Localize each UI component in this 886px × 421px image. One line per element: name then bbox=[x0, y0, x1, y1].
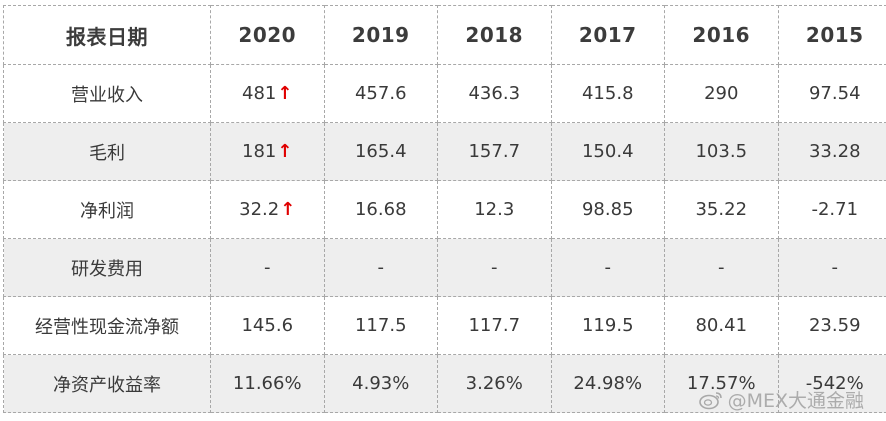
up-arrow-icon: ↑ bbox=[277, 141, 293, 162]
table-cell: 436.3 bbox=[437, 64, 552, 123]
table-cell: - bbox=[437, 238, 552, 297]
table-cell: 415.8 bbox=[550, 64, 665, 123]
table-row: 研发费用 - - - - - - bbox=[3, 238, 886, 297]
financial-table: 报表日期 2020 2019 2018 2017 2016 2015 营业收入 … bbox=[3, 5, 886, 413]
table-cell: -2.71 bbox=[777, 180, 886, 239]
table-cell: 32.2↑ bbox=[210, 180, 325, 239]
row-label: 营业收入 bbox=[3, 64, 211, 123]
table-cell: 17.57% bbox=[664, 354, 779, 413]
table-cell: 157.7 bbox=[437, 122, 552, 181]
row-label: 净利润 bbox=[3, 180, 211, 239]
table-cell: 24.98% bbox=[550, 354, 665, 413]
header-year: 2018 bbox=[437, 5, 552, 65]
table-cell: 4.93% bbox=[323, 354, 438, 413]
table-cell: 12.3 bbox=[437, 180, 552, 239]
table-cell: - bbox=[550, 238, 665, 297]
weibo-icon bbox=[698, 390, 724, 410]
table-cell: 150.4 bbox=[550, 122, 665, 181]
header-year: 2016 bbox=[664, 5, 779, 65]
row-label: 毛利 bbox=[3, 122, 211, 181]
table-cell: 103.5 bbox=[664, 122, 779, 181]
table-row: 毛利 181↑ 165.4 157.7 150.4 103.5 33.28 bbox=[3, 122, 886, 181]
table-cell: 119.5 bbox=[550, 296, 665, 355]
table-cell: - bbox=[210, 238, 325, 297]
watermark-text: @MEX大通金融 bbox=[727, 390, 864, 412]
cell-value: 181 bbox=[242, 141, 277, 162]
table-cell: 457.6 bbox=[323, 64, 438, 123]
row-label: 研发费用 bbox=[3, 238, 211, 297]
table-cell: 165.4 bbox=[323, 122, 438, 181]
header-year: 2019 bbox=[323, 5, 438, 65]
table-cell: 33.28 bbox=[777, 122, 886, 181]
table-cell: 290 bbox=[664, 64, 779, 123]
header-year: 2020 bbox=[210, 5, 325, 65]
table-cell: 11.66% bbox=[210, 354, 325, 413]
row-label: 净资产收益率 bbox=[3, 354, 211, 413]
table-cell: 80.41 bbox=[664, 296, 779, 355]
table-row: 经营性现金流净额 145.6 117.5 117.7 119.5 80.41 2… bbox=[3, 296, 886, 355]
table-cell: - bbox=[664, 238, 779, 297]
table-cell: 481↑ bbox=[210, 64, 325, 123]
row-label: 经营性现金流净额 bbox=[3, 296, 211, 355]
up-arrow-icon: ↑ bbox=[277, 83, 293, 104]
table-cell: - bbox=[323, 238, 438, 297]
watermark: @MEX大通金融 bbox=[698, 386, 864, 413]
table-cell: 145.6 bbox=[210, 296, 325, 355]
up-arrow-icon: ↑ bbox=[280, 199, 296, 220]
table-cell: 23.59 bbox=[777, 296, 886, 355]
table-cell: 117.5 bbox=[323, 296, 438, 355]
header-year: 2017 bbox=[550, 5, 665, 65]
table-cell: 117.7 bbox=[437, 296, 552, 355]
cell-value: 32.2 bbox=[239, 199, 280, 220]
table-cell: 35.22 bbox=[664, 180, 779, 239]
table-cell: -542% bbox=[777, 354, 886, 413]
header-report-date: 报表日期 bbox=[3, 5, 211, 65]
cell-value: 481 bbox=[242, 83, 277, 104]
table-cell: 97.54 bbox=[777, 64, 886, 123]
table-cell: - bbox=[777, 238, 886, 297]
table-cell: 3.26% bbox=[437, 354, 552, 413]
table-row: 净资产收益率 11.66% 4.93% 3.26% 24.98% 17.57% … bbox=[3, 354, 886, 413]
table-cell: 98.85 bbox=[550, 180, 665, 239]
header-year: 2015 bbox=[777, 5, 886, 65]
table-cell: 16.68 bbox=[323, 180, 438, 239]
table-row: 营业收入 481↑ 457.6 436.3 415.8 290 97.54 bbox=[3, 64, 886, 123]
table-cell: 181↑ bbox=[210, 122, 325, 181]
table-row: 净利润 32.2↑ 16.68 12.3 98.85 35.22 -2.71 bbox=[3, 180, 886, 239]
table-header-row: 报表日期 2020 2019 2018 2017 2016 2015 bbox=[3, 5, 886, 65]
